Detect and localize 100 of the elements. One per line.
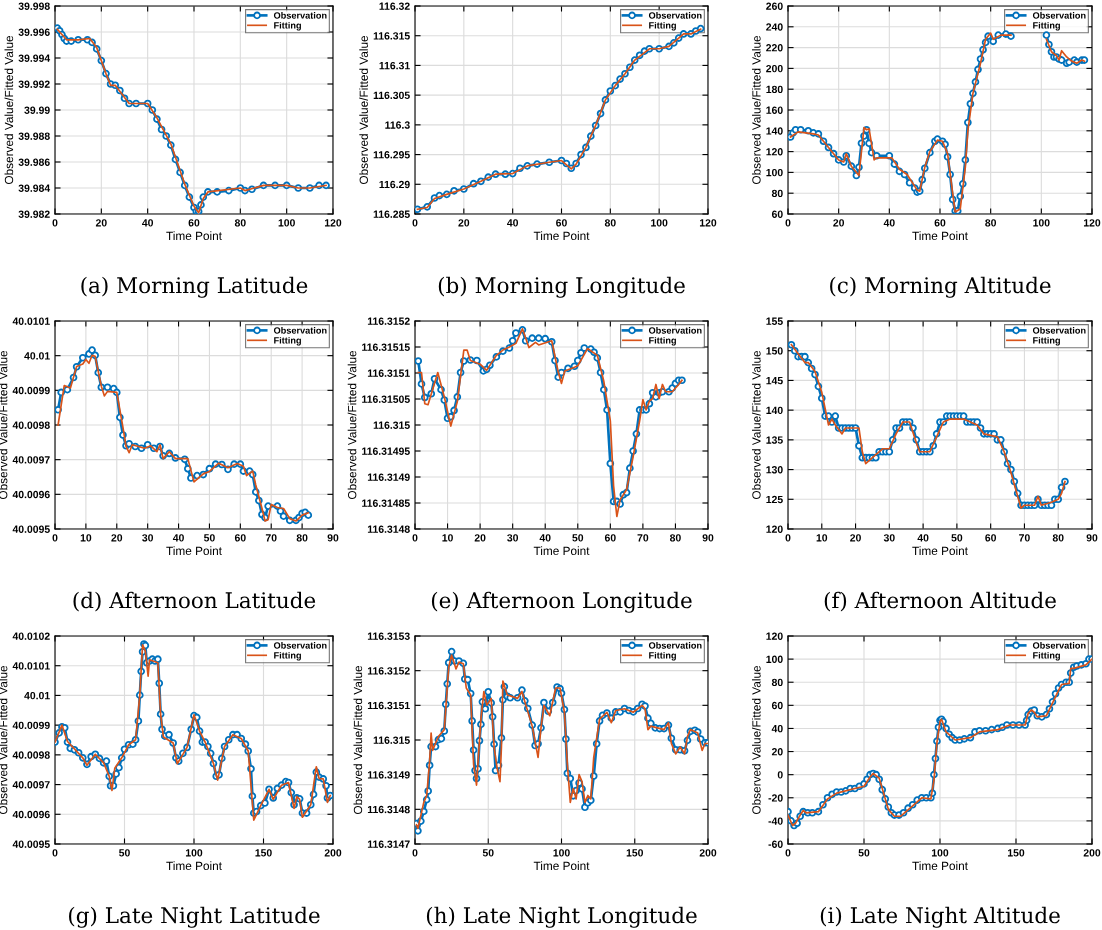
x-tick-label: 60 [556, 219, 567, 227]
y-tick-label: 160 [766, 106, 783, 114]
x-tick-label: 50 [203, 534, 215, 542]
y-tick-label: 60 [771, 210, 783, 218]
x-axis-title: Time Point [912, 861, 968, 871]
x-tick-label: 10 [442, 534, 453, 542]
text: (d) Afternoon Latitude [73, 591, 316, 612]
y-tick-label: 40.0095 [12, 525, 50, 533]
x-axis-title: Time Point [166, 231, 222, 241]
x-tick-label: 50 [951, 534, 963, 542]
legend-label: Observation [273, 11, 327, 19]
x-tick-label: 80 [1052, 534, 1064, 542]
y-tick-label: 260 [766, 2, 783, 10]
x-tick-label: 0 [412, 849, 418, 857]
legend-label: Fitting [274, 21, 301, 31]
legend-label: Fitting [649, 21, 676, 31]
y-tick-label: 40.0098 [12, 421, 50, 429]
y-tick-label: 116.32 [379, 2, 410, 10]
y-tick-label: 116.31515 [362, 343, 410, 351]
x-tick-label: 70 [637, 534, 649, 542]
y-tick-label: 40.0097 [12, 781, 50, 789]
y-tick-label: 39.998 [18, 2, 50, 10]
y-tick-label: 39.984 [18, 184, 51, 192]
y-tick-label: 20 [771, 748, 783, 756]
x-tick-label: 20 [458, 219, 470, 227]
text: (i) Late Night Altitude [820, 906, 1060, 928]
x-tick-label: 30 [507, 534, 519, 542]
y-tick-label: 100 [766, 655, 783, 663]
x-tick-label: 0 [785, 219, 791, 227]
y-tick-label: -60 [768, 840, 783, 848]
y-tick-label: 40.0095 [12, 840, 50, 848]
y-tick-label: 39.988 [18, 132, 50, 140]
y-tick-label: 116.3153 [367, 632, 410, 640]
y-tick-label: 39.99 [24, 106, 50, 114]
text: (b) Morning Longitude [438, 276, 685, 298]
y-tick-label: 116.3149 [367, 473, 410, 481]
x-tick-label: 50 [858, 849, 870, 857]
y-tick-label: 40.0102 [12, 632, 50, 640]
y-tick-label: 100 [766, 168, 783, 177]
x-tick-label: 50 [572, 534, 584, 542]
y-tick-label: 40.0099 [12, 386, 50, 395]
x-tick-label: 80 [234, 219, 246, 227]
x-axis-title: Time Point [533, 861, 590, 871]
y-tick-label: 140 [766, 127, 783, 135]
x-tick-label: 50 [119, 849, 130, 857]
text: (a) Morning Latitude [81, 276, 308, 298]
y-tick-label: 155 [766, 317, 783, 325]
y-tick-label: 116.3149 [367, 771, 410, 779]
y-tick-label: 39.986 [18, 158, 50, 166]
y-tick-label: 200 [766, 64, 783, 73]
x-tick-label: 80 [296, 534, 308, 542]
y-tick-label: 116.285 [373, 210, 410, 218]
y-tick-label: 0 [777, 771, 783, 779]
y-tick-label: 116.3152 [367, 317, 410, 325]
y-tick-label: 240 [766, 23, 783, 31]
legend-label: Observation [648, 641, 702, 649]
x-tick-label: 40 [917, 534, 929, 542]
y-tick-label: 40.0096 [12, 490, 50, 499]
x-tick-label: 120 [324, 219, 342, 227]
y-tick-label: 116.3151 [367, 701, 410, 710]
y-tick-label: 39.982 [18, 210, 50, 218]
x-tick-label: 200 [1083, 849, 1101, 857]
x-tick-label: 120 [699, 219, 717, 227]
x-tick-label: 0 [412, 534, 418, 542]
y-tick-label: -20 [768, 794, 783, 802]
text: (c) Morning Altitude [830, 276, 1051, 298]
y-tick-label: 120 [766, 525, 783, 533]
y-tick-label: 116.31485 [362, 499, 410, 507]
y-tick-label: 116.3147 [367, 840, 410, 848]
y-tick-label: 80 [771, 678, 783, 687]
legend-label: Observation [1032, 641, 1086, 649]
x-tick-label: 10 [816, 534, 828, 542]
x-tick-label: 100 [1033, 219, 1050, 227]
x-tick-label: 40 [172, 534, 184, 542]
legend-label: Fitting [1033, 21, 1060, 31]
y-tick-label: 40.0099 [12, 721, 50, 730]
x-tick-label: 80 [669, 534, 681, 542]
x-tick-label: 60 [188, 219, 200, 227]
legend-label: Observation [1032, 326, 1086, 334]
y-axis-title: Observed Value/Fitted Value [751, 35, 761, 185]
x-axis-title: Time Point [533, 546, 590, 556]
x-tick-label: 200 [699, 849, 717, 857]
legend-label: Fitting [1033, 336, 1060, 346]
x-tick-label: 40 [507, 219, 519, 227]
y-tick-label: 140 [766, 406, 783, 415]
y-tick-label: 116.295 [373, 151, 410, 159]
y-tick-label: 40.0096 [12, 810, 50, 819]
x-tick-label: 60 [985, 534, 997, 542]
y-tick-label: 116.31 [379, 61, 410, 70]
x-tick-label: 80 [604, 219, 616, 227]
y-tick-label: 116.3152 [367, 667, 410, 675]
x-tick-label: 100 [651, 219, 668, 227]
x-tick-label: 40 [539, 534, 551, 542]
x-tick-label: 100 [553, 849, 570, 857]
x-tick-label: 40 [142, 219, 154, 227]
text: (e) Afternoon Longitude [431, 591, 692, 613]
y-tick-label: 116.31495 [362, 447, 410, 455]
x-tick-label: 80 [985, 219, 997, 227]
x-axis-title: Time Point [533, 231, 590, 241]
y-tick-label: 116.305 [373, 91, 410, 100]
